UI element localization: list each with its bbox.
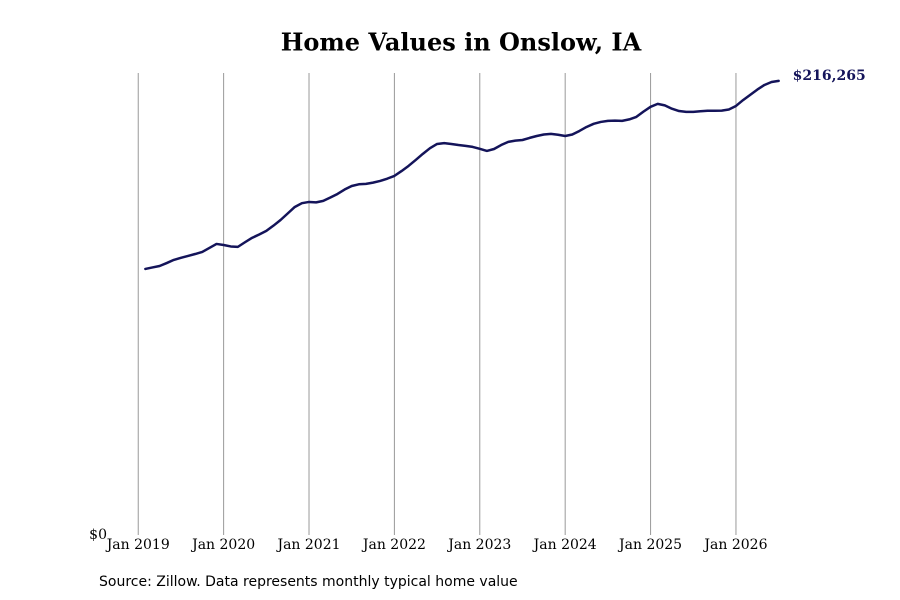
- x-tick-label: Jan 2025: [617, 537, 682, 553]
- value-label: $216,265: [793, 68, 866, 84]
- x-tick-label: Jan 2023: [446, 537, 511, 553]
- x-tick-label: Jan 2020: [190, 537, 255, 553]
- x-tick-label: Jan 2024: [532, 537, 597, 553]
- data-line: [144, 79, 780, 271]
- y-tick-label: $0: [89, 527, 107, 543]
- source-note: Source: Zillow. Data represents monthly …: [99, 574, 518, 590]
- x-tick-label: Jan 2026: [702, 537, 767, 553]
- x-tick-label: Jan 2021: [275, 537, 340, 553]
- chart-title: Home Values in Onslow, IA: [281, 28, 642, 57]
- x-tick-label: Jan 2022: [361, 537, 426, 553]
- x-tick-label: Jan 2019: [105, 537, 170, 553]
